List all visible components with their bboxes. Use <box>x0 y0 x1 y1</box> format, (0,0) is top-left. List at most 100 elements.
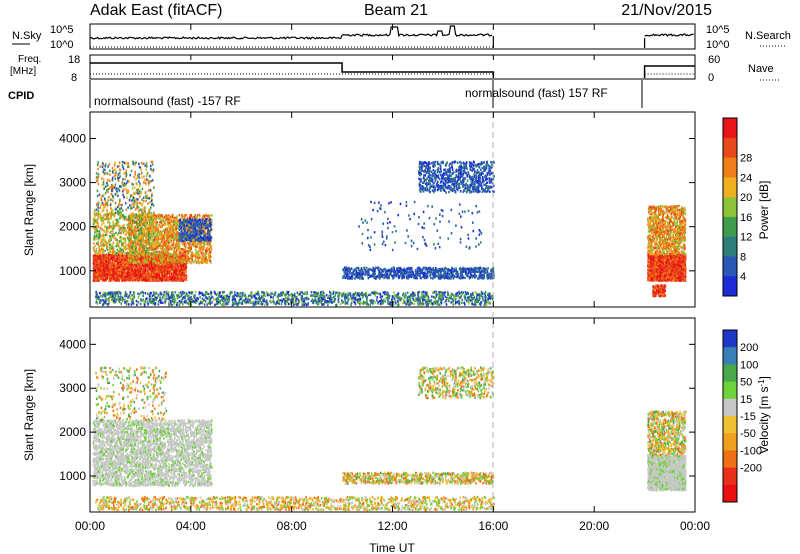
heatmap-cell <box>136 277 138 280</box>
heatmap-cell <box>140 241 143 245</box>
heatmap-cell <box>94 231 96 234</box>
heatmap-cell <box>130 239 133 242</box>
heatmap-cell <box>124 241 126 245</box>
heatmap-cell <box>107 229 109 233</box>
heatmap-cell <box>140 249 142 252</box>
heatmap-cell <box>169 222 172 226</box>
heatmap-cell <box>166 245 169 248</box>
heatmap-cell <box>106 277 108 280</box>
heatmap-cell <box>187 257 189 260</box>
heatmap-cell <box>125 183 127 186</box>
heatmap-cell <box>109 212 111 215</box>
nave-label: Nave <box>748 63 774 75</box>
heatmap-cell <box>145 269 148 272</box>
heatmap-cell <box>111 250 114 254</box>
heatmap-cell <box>118 231 120 235</box>
heatmap-cell <box>176 233 178 236</box>
heatmap-cell <box>121 267 123 270</box>
heatmap-cell <box>142 213 144 217</box>
heatmap-cell <box>114 262 116 266</box>
heatmap-cell <box>132 264 135 267</box>
heatmap-cell <box>150 212 152 215</box>
heatmap-cell <box>203 259 206 263</box>
heatmap-cell <box>130 219 133 223</box>
heatmap-cell <box>103 279 106 282</box>
heatmap-cell <box>167 236 170 239</box>
heatmap-cell <box>112 224 115 227</box>
heatmap-cell <box>166 215 169 219</box>
heatmap-cell <box>157 246 160 249</box>
heatmap-cell <box>146 274 148 277</box>
heatmap-cell <box>119 235 122 239</box>
heatmap-cell <box>138 235 141 238</box>
heatmap-cell <box>128 276 130 279</box>
heatmap-cell <box>102 214 105 218</box>
heatmap-cell <box>101 220 103 223</box>
heatmap-cell <box>102 235 105 239</box>
heatmap-cell <box>148 182 150 185</box>
heatmap-cell <box>154 265 157 268</box>
heatmap-cell <box>111 259 114 263</box>
heatmap-cell <box>138 176 140 179</box>
heatmap-cell <box>94 264 97 268</box>
heatmap-cell <box>158 254 161 257</box>
heatmap-cell <box>112 241 115 245</box>
heatmap-cell <box>148 224 151 228</box>
heatmap-cell <box>184 272 186 275</box>
heatmap-cell <box>169 218 172 221</box>
heatmap-cell <box>150 246 153 250</box>
heatmap-cell <box>175 269 178 272</box>
heatmap-cell <box>147 238 150 241</box>
heatmap-cell <box>101 235 104 238</box>
heatmap-cell <box>187 256 189 259</box>
heatmap-cell <box>118 240 121 243</box>
heatmap-cell <box>141 223 143 226</box>
heatmap-cell <box>151 215 153 218</box>
heatmap-cell <box>137 215 140 218</box>
heatmap-cell <box>167 248 170 251</box>
heatmap-cell <box>125 269 127 273</box>
heatmap-cell <box>151 231 153 234</box>
heatmap-cell <box>115 254 118 258</box>
heatmap-cell <box>181 276 184 280</box>
heatmap-cell <box>114 274 116 277</box>
heatmap-cell <box>108 253 111 257</box>
heatmap-cell <box>140 235 143 238</box>
heatmap-cell <box>182 253 185 256</box>
heatmap-cell <box>207 215 210 219</box>
heatmap-cell <box>106 262 109 265</box>
heatmap-cell <box>130 262 132 265</box>
heatmap-cell <box>93 263 96 267</box>
heatmap-cell <box>109 267 112 271</box>
heatmap-cell <box>135 219 138 223</box>
heatmap-cell <box>157 243 159 246</box>
heatmap-cell <box>117 272 120 275</box>
heatmap-cell <box>183 260 185 264</box>
heatmap-cell <box>140 243 142 246</box>
heatmap-cell <box>137 216 139 220</box>
heatmap-cell <box>149 227 152 230</box>
heatmap-cell <box>134 246 137 249</box>
heatmap-cell <box>156 247 158 250</box>
heatmap-cell <box>133 271 136 274</box>
nsky-label: N.Sky <box>12 30 42 42</box>
heatmap-cell <box>167 220 169 224</box>
heatmap-cell <box>153 261 155 265</box>
heatmap-cell <box>164 275 167 278</box>
heatmap-cell <box>129 267 132 270</box>
heatmap-cell <box>202 241 205 244</box>
heatmap-cell <box>106 274 109 277</box>
heatmap-cell <box>171 226 174 229</box>
cpid-mode-1: normalsound (fast) -157 RF <box>94 94 241 108</box>
heatmap-cell <box>198 249 200 252</box>
heatmap-cell <box>118 278 120 281</box>
heatmap-cell <box>117 224 119 227</box>
heatmap-cell <box>175 252 178 255</box>
heatmap-cell <box>191 251 193 254</box>
heatmap-cell <box>154 222 157 226</box>
heatmap-cell <box>147 212 149 215</box>
heatmap-cell <box>160 221 163 225</box>
heatmap-cell <box>102 248 104 252</box>
heatmap-cell <box>124 252 126 255</box>
heatmap-cell <box>181 258 184 261</box>
